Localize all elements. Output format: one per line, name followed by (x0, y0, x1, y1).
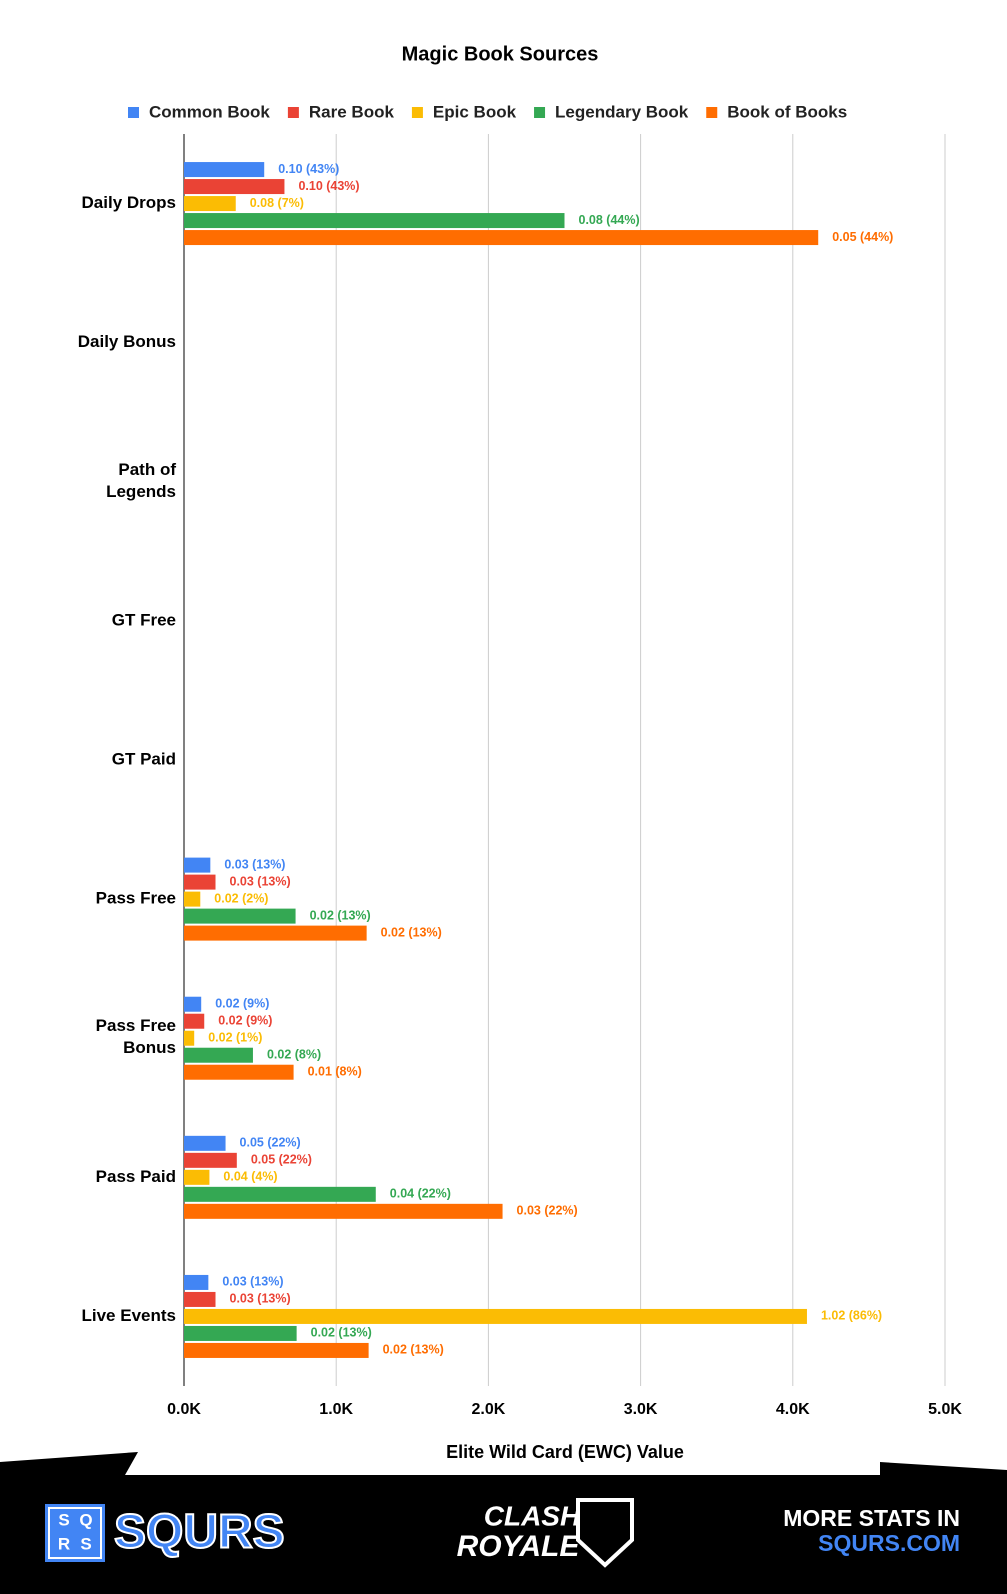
y-tick-label: Daily Bonus (78, 332, 176, 351)
x-tick-label: 1.0K (319, 1401, 353, 1418)
data-label: 0.02 (1%) (208, 1031, 262, 1045)
bar (184, 874, 216, 890)
data-label: 0.02 (13%) (310, 908, 371, 922)
y-tick-label: GT Free (112, 610, 176, 629)
data-label: 0.02 (8%) (267, 1048, 321, 1062)
bar (184, 1186, 376, 1202)
bar (184, 1047, 253, 1063)
footer: S Q R S SQURS CLASH ROYALE MORE STATS IN… (0, 1452, 1007, 1594)
data-label: 0.03 (13%) (222, 1275, 283, 1289)
data-label: 0.05 (44%) (832, 230, 893, 244)
bar (184, 1152, 237, 1168)
bar (184, 179, 285, 195)
legend-swatch (128, 107, 139, 118)
chart-title: Magic Book Sources (402, 43, 599, 65)
data-label: 0.10 (43%) (298, 179, 359, 193)
logo-letter: S (80, 1534, 91, 1553)
data-label: 0.03 (13%) (230, 874, 291, 888)
data-label: 0.10 (43%) (278, 162, 339, 176)
bar (184, 925, 367, 941)
bar (184, 1308, 807, 1324)
x-tick-label: 5.0K (928, 1401, 962, 1418)
logo-letter: R (58, 1534, 70, 1553)
x-tick-label: 2.0K (472, 1401, 506, 1418)
bar (184, 1135, 226, 1151)
legend-label: Legendary Book (555, 102, 689, 121)
data-label: 1.02 (86%) (821, 1309, 882, 1323)
x-tick-label: 4.0K (776, 1401, 810, 1418)
data-label: 0.04 (22%) (390, 1187, 451, 1201)
legend-swatch (411, 107, 423, 118)
bar (184, 857, 211, 873)
footer-band (0, 1452, 1007, 1594)
legend-swatch (287, 107, 299, 118)
logo-box (45, 1504, 105, 1562)
data-label: 0.03 (22%) (517, 1204, 578, 1218)
data-label: 0.01 (8%) (308, 1065, 362, 1079)
promo: SQURS.COM (818, 1530, 960, 1556)
bar (184, 1325, 297, 1341)
bar (184, 1030, 195, 1046)
logo-letter: Q (79, 1510, 92, 1529)
logo-letter: S (58, 1510, 69, 1529)
data-label: 0.02 (13%) (311, 1326, 372, 1340)
bar (184, 1274, 209, 1290)
bar (184, 1064, 294, 1080)
promo: MORE STATS IN (783, 1505, 960, 1531)
bar (184, 230, 819, 246)
bar (184, 1169, 210, 1185)
bar (184, 891, 201, 907)
bar (184, 1342, 369, 1358)
bar (184, 908, 296, 924)
y-tick-label: Pass Paid (96, 1167, 176, 1186)
data-label: 0.08 (7%) (250, 196, 304, 210)
data-label: 0.02 (9%) (215, 997, 269, 1011)
y-tick-label: Pass Free Bonus (96, 1017, 176, 1058)
data-label: 0.02 (13%) (381, 925, 442, 939)
bar (184, 1203, 503, 1219)
bar (184, 213, 565, 229)
game-logo: ROYALE (457, 1530, 581, 1563)
logo-frame (48, 1507, 102, 1559)
y-tick-label: Path of Legends (106, 460, 176, 501)
legend-label: Book of Books (727, 102, 847, 121)
data-label: 0.05 (22%) (240, 1136, 301, 1150)
data-label: 0.04 (4%) (223, 1170, 277, 1184)
brand: SQURS (114, 1506, 285, 1559)
data-label: 0.02 (2%) (214, 891, 268, 905)
data-label: 0.02 (9%) (218, 1014, 272, 1028)
bar (184, 1291, 216, 1307)
legend-swatch (534, 107, 546, 118)
bar (184, 1013, 205, 1029)
y-tick-label: GT Paid (112, 749, 176, 768)
legend-label: Rare Book (309, 102, 395, 121)
bar (184, 996, 202, 1012)
game-shield (576, 1498, 634, 1568)
legend-swatch (706, 107, 718, 118)
y-tick-label: Daily Drops (82, 193, 176, 212)
data-label: 0.05 (22%) (251, 1153, 312, 1167)
data-label: 0.03 (13%) (224, 857, 285, 871)
game-logo: CLASH (484, 1500, 581, 1531)
data-label: 0.08 (44%) (579, 213, 640, 227)
bar (184, 196, 236, 212)
x-axis-title: Elite Wild Card (EWC) Value (446, 1442, 684, 1462)
data-label: 0.03 (13%) (230, 1292, 291, 1306)
y-tick-label: Pass Free (96, 889, 176, 908)
x-tick-label: 0.0K (167, 1401, 201, 1418)
bar (184, 162, 265, 178)
legend-label: Common Book (149, 102, 270, 121)
y-tick-label: Live Events (82, 1306, 177, 1325)
data-label: 0.02 (13%) (383, 1343, 444, 1357)
x-tick-label: 3.0K (624, 1401, 658, 1418)
legend-label: Epic Book (433, 102, 517, 121)
